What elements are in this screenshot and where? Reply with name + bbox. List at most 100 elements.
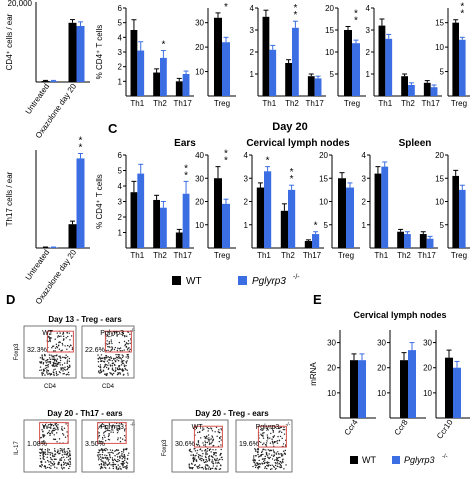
bar-wt — [452, 175, 459, 248]
flow-dot — [114, 458, 116, 461]
flow-dot — [107, 345, 109, 348]
flow-dot — [272, 455, 275, 458]
flow-dot — [100, 354, 103, 356]
flow-dot — [63, 449, 65, 451]
flow-dot — [116, 368, 119, 371]
flow-dot — [42, 363, 45, 365]
flow-dot — [49, 354, 51, 356]
flow-dot — [263, 442, 265, 444]
flow-dot — [48, 463, 50, 466]
flow-dot — [207, 468, 210, 470]
bar-ko — [137, 50, 145, 96]
x-tick-label: Treg — [451, 251, 467, 260]
flow-dot — [204, 461, 207, 463]
flow-dot — [266, 436, 269, 439]
bar-ko — [288, 189, 296, 248]
flow-dot — [117, 372, 119, 374]
bar-ko — [137, 173, 145, 248]
flow-dot — [258, 465, 261, 468]
flow-dot — [103, 366, 105, 369]
flow-dot — [41, 356, 44, 359]
y-tick-label: 1 — [250, 70, 255, 79]
flow-dot — [59, 458, 61, 460]
flow-dot — [62, 451, 64, 453]
flow-dot — [275, 452, 277, 454]
flow-dot — [101, 451, 104, 453]
flow-dot — [126, 464, 128, 467]
flow-dot — [112, 461, 114, 464]
y-tick-label: 1 — [118, 77, 123, 86]
flow-dot — [218, 440, 220, 443]
flow-br-ko: Pglyrp3 -/- 19.6% — [235, 419, 293, 473]
flow-dot — [63, 467, 65, 469]
flow-dot — [41, 354, 43, 356]
flow-dot — [52, 369, 55, 371]
significance-star: * — [224, 2, 228, 13]
flow-dot — [118, 356, 120, 359]
flow-dot — [197, 454, 200, 456]
flow-dot — [68, 360, 71, 363]
flow-dot — [127, 357, 129, 359]
flow-dot — [254, 464, 256, 467]
flow-dot — [127, 354, 129, 356]
flow-percent: 1.08% — [27, 441, 47, 448]
y-tick-label: 10 — [435, 198, 444, 207]
flow-dot — [39, 454, 41, 457]
y-tick-label: 20 — [195, 43, 204, 52]
flow-dot — [104, 425, 106, 428]
flow-dot — [117, 458, 119, 461]
y-tick-label: 20,000 — [8, 0, 33, 8]
flow-dot — [261, 429, 264, 431]
flow-dot — [47, 451, 49, 454]
y-axis-label: mRNA — [309, 362, 318, 386]
flow-dot — [188, 463, 190, 465]
y-axis-label: Th17 cells / ear — [5, 171, 14, 226]
flow-dot — [68, 332, 70, 334]
flow-dot — [276, 461, 279, 463]
flow-dot — [64, 451, 66, 454]
flow-dot — [277, 435, 279, 438]
y-tick-label: 5 — [118, 167, 123, 176]
flow-dot — [68, 346, 71, 348]
flow-dot — [216, 462, 219, 464]
flow-dot — [107, 460, 110, 462]
significance-star: * — [314, 221, 318, 232]
flow-dot — [42, 452, 44, 454]
panel-letter-e: E — [313, 292, 322, 307]
flow-dot — [63, 372, 65, 375]
flow-dot — [50, 458, 52, 460]
flow-dot — [69, 339, 71, 341]
flow-dot — [123, 430, 126, 432]
y-tick-label: 5 — [118, 19, 123, 28]
flow-dot — [64, 369, 67, 371]
flow-dot — [103, 360, 105, 363]
flow-dot — [108, 433, 110, 435]
flow-dot — [123, 364, 126, 366]
flow-dot — [267, 465, 269, 467]
flow-dot — [120, 369, 123, 371]
bar-wt — [262, 16, 270, 96]
flow-dot — [67, 462, 69, 464]
flow-dot — [126, 335, 128, 337]
bar-wt — [307, 76, 315, 96]
x-tick-label: Th17 — [174, 99, 193, 108]
flow-dot — [56, 425, 58, 428]
x-tick-label: Th2 — [285, 99, 299, 108]
section-title-e: Cervical lymph nodes — [353, 310, 446, 320]
flow-dot — [107, 331, 109, 334]
flow-dot — [208, 437, 210, 439]
flow-dot — [108, 341, 111, 343]
flow-dot — [47, 448, 49, 450]
flow-dot — [100, 440, 102, 443]
flow-dot — [206, 460, 209, 462]
flow-dot — [52, 438, 55, 440]
flow-dot — [67, 366, 70, 369]
flow-ylabel: Foxp3 — [162, 439, 168, 456]
flow-dot — [108, 362, 110, 364]
flow-dot — [108, 463, 110, 465]
flow-dot — [211, 455, 213, 458]
flow-dot — [42, 454, 44, 456]
flow-ylabel: IL-17 — [14, 441, 20, 455]
flow-dot — [122, 456, 124, 458]
